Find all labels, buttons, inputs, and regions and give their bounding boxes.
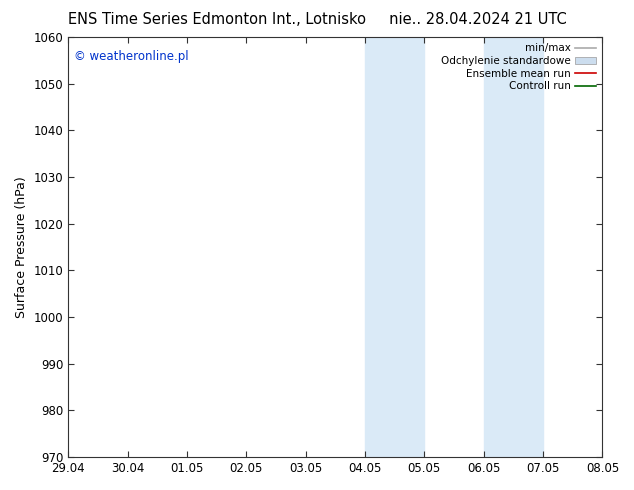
Bar (484, 37, 543, 457)
Bar (365, 37, 424, 457)
Legend: min/max, Odchylenie standardowe, Ensemble mean run, Controll run: min/max, Odchylenie standardowe, Ensembl… (441, 42, 597, 92)
Y-axis label: Surface Pressure (hPa): Surface Pressure (hPa) (15, 176, 28, 318)
Text: ENS Time Series Edmonton Int., Lotnisko     nie.. 28.04.2024 21 UTC: ENS Time Series Edmonton Int., Lotnisko … (68, 12, 566, 27)
Text: © weatheronline.pl: © weatheronline.pl (74, 50, 188, 63)
